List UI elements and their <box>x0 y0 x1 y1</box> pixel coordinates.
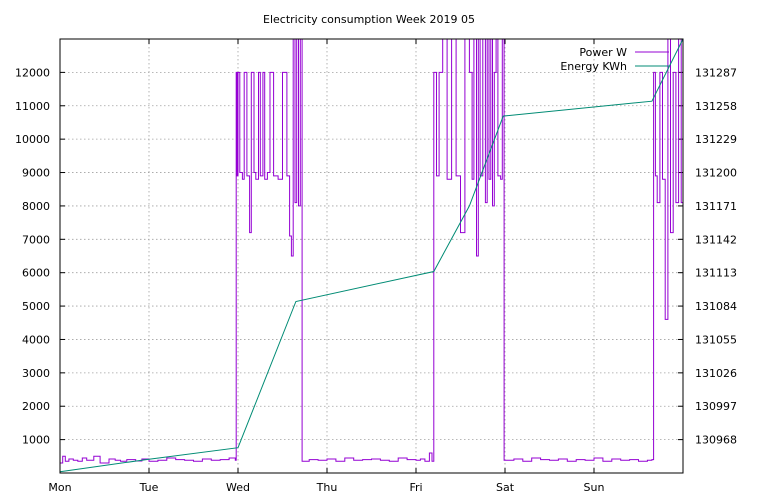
x-tick-label: Tue <box>139 481 159 494</box>
y2-tick-label: 131200 <box>695 167 737 180</box>
y-tick-label: 5000 <box>22 300 50 313</box>
y2-tick-label: 131084 <box>695 300 737 313</box>
y-tick-label: 6000 <box>22 267 50 280</box>
y-tick-label: 7000 <box>22 233 50 246</box>
y2-tick-label: 131258 <box>695 100 737 113</box>
y2-tick-label: 131113 <box>695 267 737 280</box>
y-tick-label: 9000 <box>22 167 50 180</box>
y2-tick-label: 131171 <box>695 200 737 213</box>
legend-label: Energy KWh <box>560 60 627 73</box>
y-tick-label: 2000 <box>22 400 50 413</box>
y2-tick-label: 131229 <box>695 133 737 146</box>
x-tick-label: Mon <box>48 481 71 494</box>
series-line-power <box>60 38 684 464</box>
y2-tick-label: 131287 <box>695 66 737 79</box>
x-tick-label: Thu <box>316 481 338 494</box>
y-tick-label: 12000 <box>15 66 50 79</box>
grid-lines <box>60 39 683 473</box>
series-line-energy <box>59 38 684 473</box>
y-tick-label: 11000 <box>15 100 50 113</box>
legend-label: Power W <box>579 46 627 59</box>
plot-frame <box>59 38 684 474</box>
y-tick-label: 1000 <box>22 434 50 447</box>
x-tick-label: Wed <box>226 481 250 494</box>
y2-tick-label: 131055 <box>695 333 737 346</box>
y2-tick-label: 130968 <box>695 434 737 447</box>
x-tick-label: Fri <box>409 481 422 494</box>
left-y-axis: 1000 2000 3000 4000 5000 6000 7000 8000 9000 1000… <box>15 66 65 447</box>
y2-tick-label: 130997 <box>695 400 737 413</box>
y2-tick-label: 131026 <box>695 367 737 380</box>
y-tick-label: 10000 <box>15 133 50 146</box>
chart-title: Electricity consumption Week 2019 05 <box>263 13 475 26</box>
y-tick-label: 3000 <box>22 367 50 380</box>
x-axis: Mon Tue Wed Thu Fri Sat Sun <box>48 39 604 494</box>
right-y-axis: 130968 130997 131026 131055 131084 131113 1311… <box>678 66 737 447</box>
y-tick-label: 8000 <box>22 200 50 213</box>
y2-tick-label: 131142 <box>695 233 737 246</box>
x-tick-label: Sat <box>496 481 515 494</box>
y-tick-label: 4000 <box>22 333 50 346</box>
x-tick-label: Sun <box>584 481 605 494</box>
series-lines <box>59 38 684 473</box>
